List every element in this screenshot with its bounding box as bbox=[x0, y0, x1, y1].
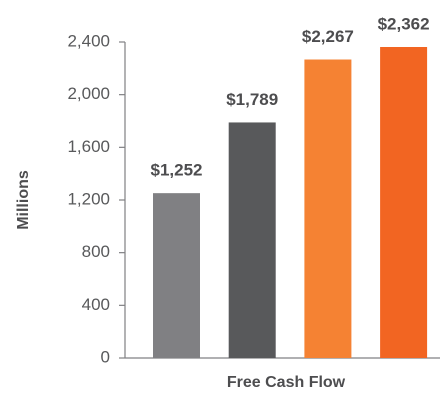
x-axis-title: Free Cash Flow bbox=[227, 374, 346, 391]
y-tick-label: 0 bbox=[101, 347, 110, 366]
value-label: $1,789 bbox=[226, 90, 278, 109]
value-label: $1,252 bbox=[151, 161, 203, 180]
y-tick-label: 2,400 bbox=[67, 31, 110, 50]
value-label: $2,267 bbox=[302, 27, 354, 46]
y-tick-label: 2,000 bbox=[67, 84, 110, 103]
y-tick-label: 800 bbox=[82, 242, 110, 261]
y-tick-label: 1,200 bbox=[67, 189, 110, 208]
bar bbox=[153, 193, 200, 358]
bar bbox=[228, 122, 276, 358]
y-tick-label: 1,600 bbox=[67, 137, 110, 156]
value-label: $2,362 bbox=[378, 14, 430, 33]
bar bbox=[380, 47, 428, 359]
y-tick-label: 400 bbox=[82, 295, 110, 314]
y-axis-title: Millions bbox=[15, 170, 32, 230]
bar bbox=[304, 59, 352, 359]
